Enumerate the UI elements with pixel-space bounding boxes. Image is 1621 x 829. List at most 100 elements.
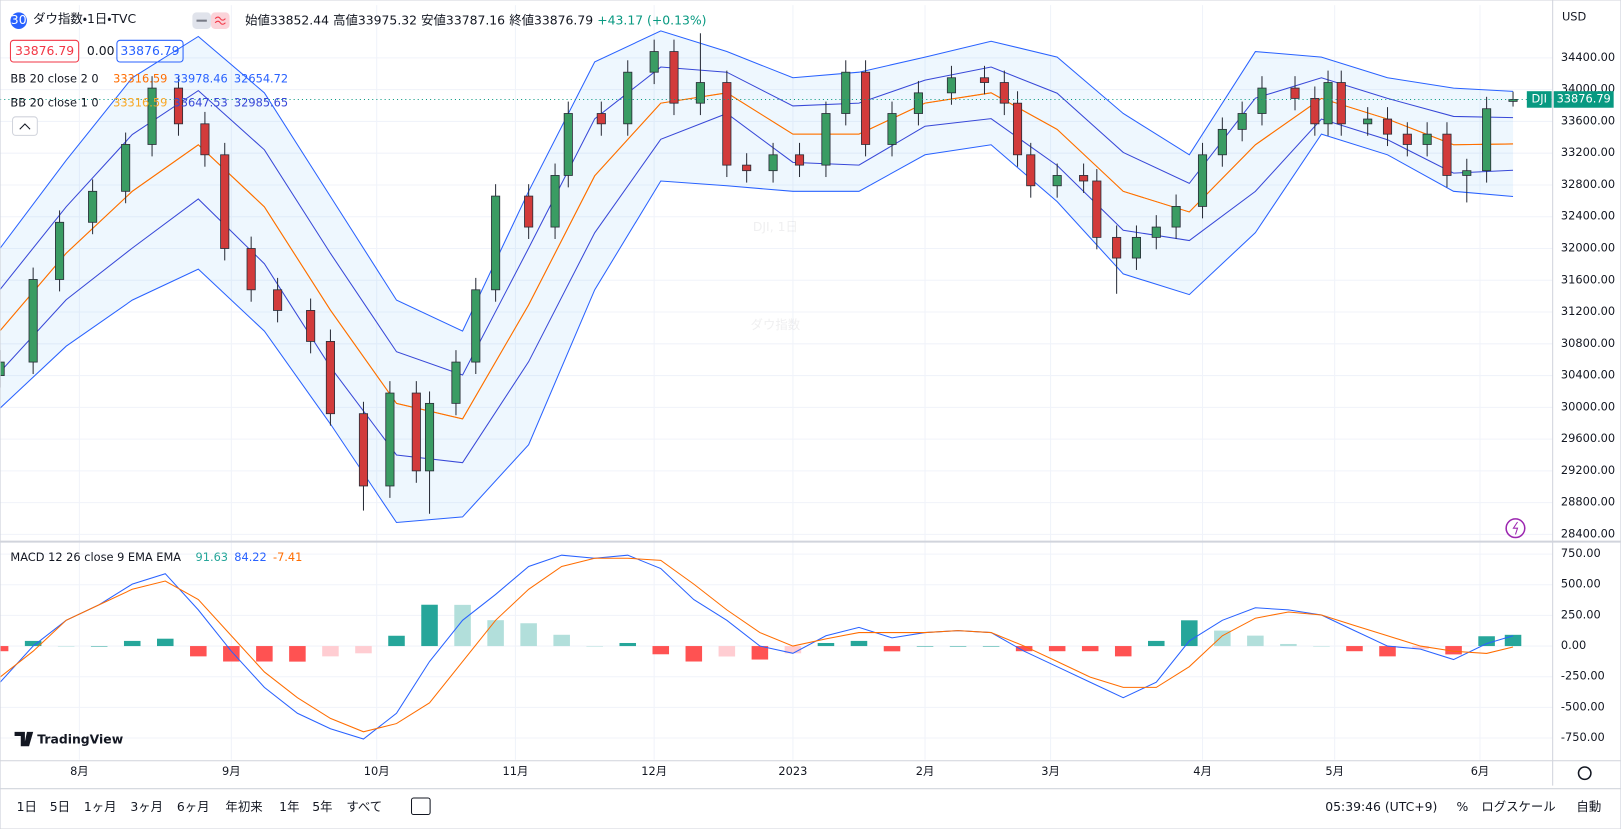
indicator-name: BB 20 close 1 0 xyxy=(10,95,98,109)
currency[interactable]: USD xyxy=(1562,10,1587,24)
candle-body xyxy=(1131,236,1142,259)
range-button[interactable]: 3ヶ月 xyxy=(130,799,163,814)
candle-body xyxy=(524,195,534,228)
candle-body xyxy=(1112,236,1122,259)
histogram-bar xyxy=(1504,634,1522,647)
candle-body xyxy=(385,392,395,487)
candle-body xyxy=(1257,87,1267,114)
y-tick-label: 32800.00 xyxy=(1561,177,1615,191)
histogram-bar xyxy=(784,646,802,654)
histogram-bar xyxy=(520,623,537,647)
watermark-title: DJI, 1日 xyxy=(753,219,798,234)
histogram-bar xyxy=(157,638,174,647)
y-tick-label: 30000.00 xyxy=(1561,399,1615,413)
y-tick-label: 32000.00 xyxy=(1561,241,1615,255)
histogram-bar xyxy=(1181,620,1198,647)
y-tick-label: 30400.00 xyxy=(1561,368,1615,382)
y-tick-label: 28800.00 xyxy=(1561,495,1615,509)
change-value: +43.17 (+0.13%) xyxy=(597,12,706,27)
candle-body xyxy=(1402,133,1412,145)
histogram-bar xyxy=(24,640,42,647)
candle-body xyxy=(1462,170,1472,176)
ohlc-label: 高値 xyxy=(333,12,358,27)
candle-body xyxy=(1382,118,1393,135)
indicator-value: 33978.46 xyxy=(174,72,228,86)
candle-body xyxy=(1508,99,1518,102)
candle-body xyxy=(1171,206,1181,228)
candle-body xyxy=(794,154,805,166)
candle-body xyxy=(1092,180,1102,238)
range-button[interactable]: 6ヶ月 xyxy=(177,799,210,814)
alert-icon[interactable] xyxy=(1505,518,1526,539)
layers xyxy=(0,5,1553,760)
histogram-bar xyxy=(619,642,637,647)
bollinger-line xyxy=(0,133,1514,524)
indicator-value: 33316.59 xyxy=(113,95,167,109)
histogram-bar xyxy=(685,646,703,662)
range-button[interactable]: 1ヶ月 xyxy=(84,799,117,814)
range-button[interactable]: 5日 xyxy=(50,799,70,814)
x-tick-label: 10月 xyxy=(364,764,390,778)
histogram-bar xyxy=(949,646,967,647)
x-tick-label: 3月 xyxy=(1041,764,1060,778)
candle-body xyxy=(1052,175,1062,187)
candle-body xyxy=(1026,154,1036,187)
range-button[interactable]: 年初来 xyxy=(225,799,262,814)
candle-body xyxy=(1290,87,1300,99)
log-scale-toggle[interactable]: ログスケール xyxy=(1481,799,1555,814)
sell-price[interactable]: 33876.79 xyxy=(15,43,74,58)
y-tick-label: 32400.00 xyxy=(1561,209,1615,223)
symbol-title: ダウ指数・1日・TVC xyxy=(33,11,136,26)
candle-body xyxy=(491,195,501,291)
x-tick-label: 12月 xyxy=(641,764,667,778)
candle-body xyxy=(220,154,230,249)
band-fill xyxy=(0,30,1514,523)
y-tick-label: 33600.00 xyxy=(1561,113,1615,127)
histogram-bar xyxy=(883,646,901,652)
date-range-button[interactable] xyxy=(410,797,431,816)
histogram-bar xyxy=(751,646,769,660)
toggle-compare[interactable] xyxy=(210,12,230,29)
range-button[interactable]: 5年 xyxy=(312,799,332,814)
ohlc-label: 終値 xyxy=(509,12,534,27)
indicator-legend: MACD 12 26 close 9 EMA EMA 91.63 84.22 -7.4… xyxy=(10,550,302,564)
indicator-legend: BB 20 close 2 0 33316.59 33978.46 32654.72 xyxy=(10,72,288,86)
histogram-bar xyxy=(123,640,141,647)
range-button[interactable]: 1年 xyxy=(279,799,299,814)
candle-body xyxy=(1151,226,1161,238)
ohlc-value: 33975.32 xyxy=(358,12,417,27)
candle-body xyxy=(121,144,131,192)
buy-button[interactable] xyxy=(116,39,184,63)
percent-toggle[interactable]: % xyxy=(1457,799,1469,814)
y-tick-label: 0.00 xyxy=(1561,638,1586,652)
y-tick-label: -250.00 xyxy=(1561,669,1605,683)
last-price-box xyxy=(1553,91,1614,108)
indicator-value: 33647.53 xyxy=(174,95,228,109)
range-button[interactable]: すべて xyxy=(346,799,382,814)
y-tick-label: 33200.00 xyxy=(1561,145,1615,159)
candle-body xyxy=(1012,102,1023,156)
histogram-bar xyxy=(982,646,1000,647)
buy-price[interactable]: 33876.79 xyxy=(120,43,179,58)
bollinger-line xyxy=(0,92,1514,420)
candle-body xyxy=(306,310,316,342)
symbol-tag: DJI xyxy=(1532,91,1547,105)
candle-body xyxy=(1310,97,1320,125)
histogram-bar xyxy=(1445,646,1462,655)
auto-scale-toggle[interactable]: 自動 xyxy=(1576,799,1601,814)
spread: 0.00 xyxy=(87,43,115,58)
histogram-bar xyxy=(1015,646,1033,652)
settings-button[interactable] xyxy=(1577,766,1592,781)
histogram-bar xyxy=(1379,646,1396,657)
candle-body xyxy=(200,123,210,156)
candle-body xyxy=(1197,154,1208,207)
sell-button[interactable] xyxy=(9,39,80,63)
candle-body xyxy=(768,154,778,172)
collapse-button[interactable] xyxy=(11,116,38,136)
histogram-bar xyxy=(586,646,603,647)
candle-body xyxy=(550,175,560,228)
y-tick-label: 30800.00 xyxy=(1561,336,1615,350)
range-button[interactable]: 1日 xyxy=(17,799,37,814)
